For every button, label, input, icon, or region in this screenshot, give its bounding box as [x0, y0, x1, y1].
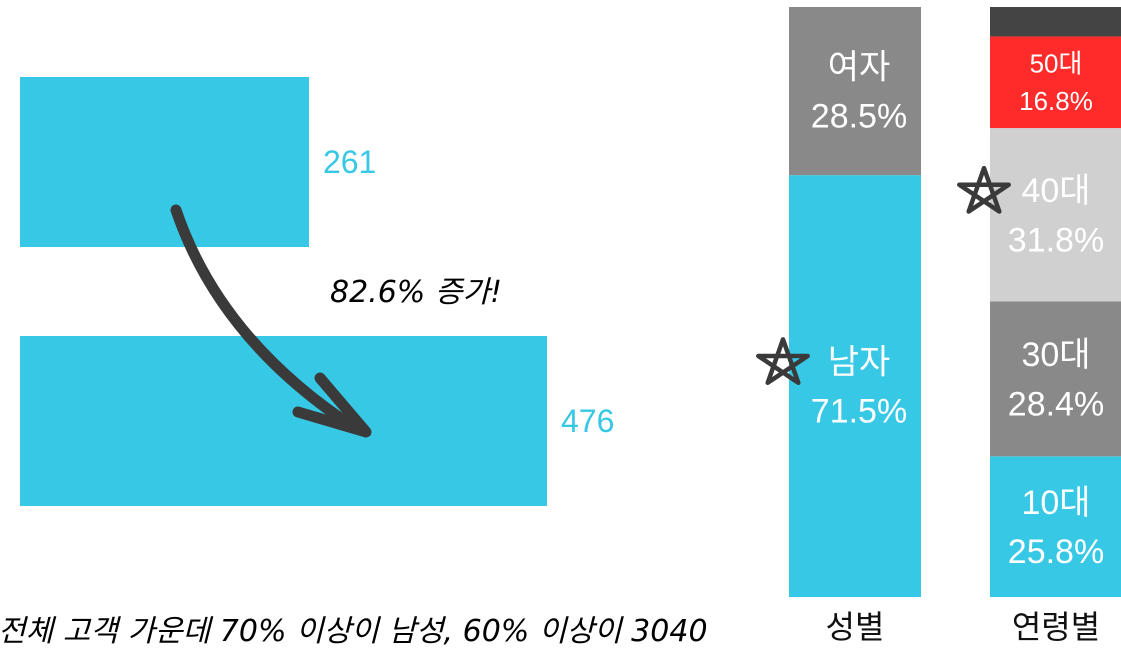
segment-value-남자: 71.5%: [811, 393, 907, 431]
segment-name-남자: 남자: [828, 343, 891, 381]
comparison-bar-value-1: 261: [323, 144, 376, 180]
stack-segment-1-4: [990, 7, 1121, 37]
star-icon: [756, 337, 810, 386]
segment-value-10대: 25.8%: [1008, 533, 1104, 571]
segment-value-여자: 28.5%: [811, 98, 907, 136]
category-label-1: 연령별: [1012, 609, 1100, 645]
star-icon: [957, 165, 1011, 214]
stack-segment-1-2: [990, 128, 1121, 302]
stack-segment-1-0: [990, 456, 1121, 597]
segment-value-50대: 16.8%: [1019, 86, 1093, 116]
comparison-bar-2: [20, 336, 547, 506]
comparison-bar-value-2: 476: [561, 403, 614, 439]
segment-value-40대: 31.8%: [1008, 221, 1104, 259]
category-label-0: 성별: [826, 609, 885, 645]
segment-value-30대: 28.4%: [1008, 385, 1104, 423]
comparison-bar-1: [20, 77, 309, 247]
footnote-text: 전체 고객 가운데 70% 이상이 남성, 60% 이상이 3040: [0, 614, 708, 649]
growth-annotation: 82.6% 증가!: [330, 275, 502, 310]
segment-name-50대: 50대: [1030, 48, 1083, 78]
curved-arrow-icon: [170, 204, 372, 438]
stack-segment-0-0: [789, 175, 921, 597]
segment-name-40대: 40대: [1021, 172, 1090, 210]
stack-segment-0-1: [789, 7, 921, 176]
segment-name-30대: 30대: [1021, 336, 1090, 374]
stack-segment-1-3: [990, 36, 1121, 129]
segment-name-여자: 여자: [828, 48, 891, 86]
stack-segment-1-1: [990, 301, 1121, 457]
segment-name-10대: 10대: [1021, 484, 1090, 522]
